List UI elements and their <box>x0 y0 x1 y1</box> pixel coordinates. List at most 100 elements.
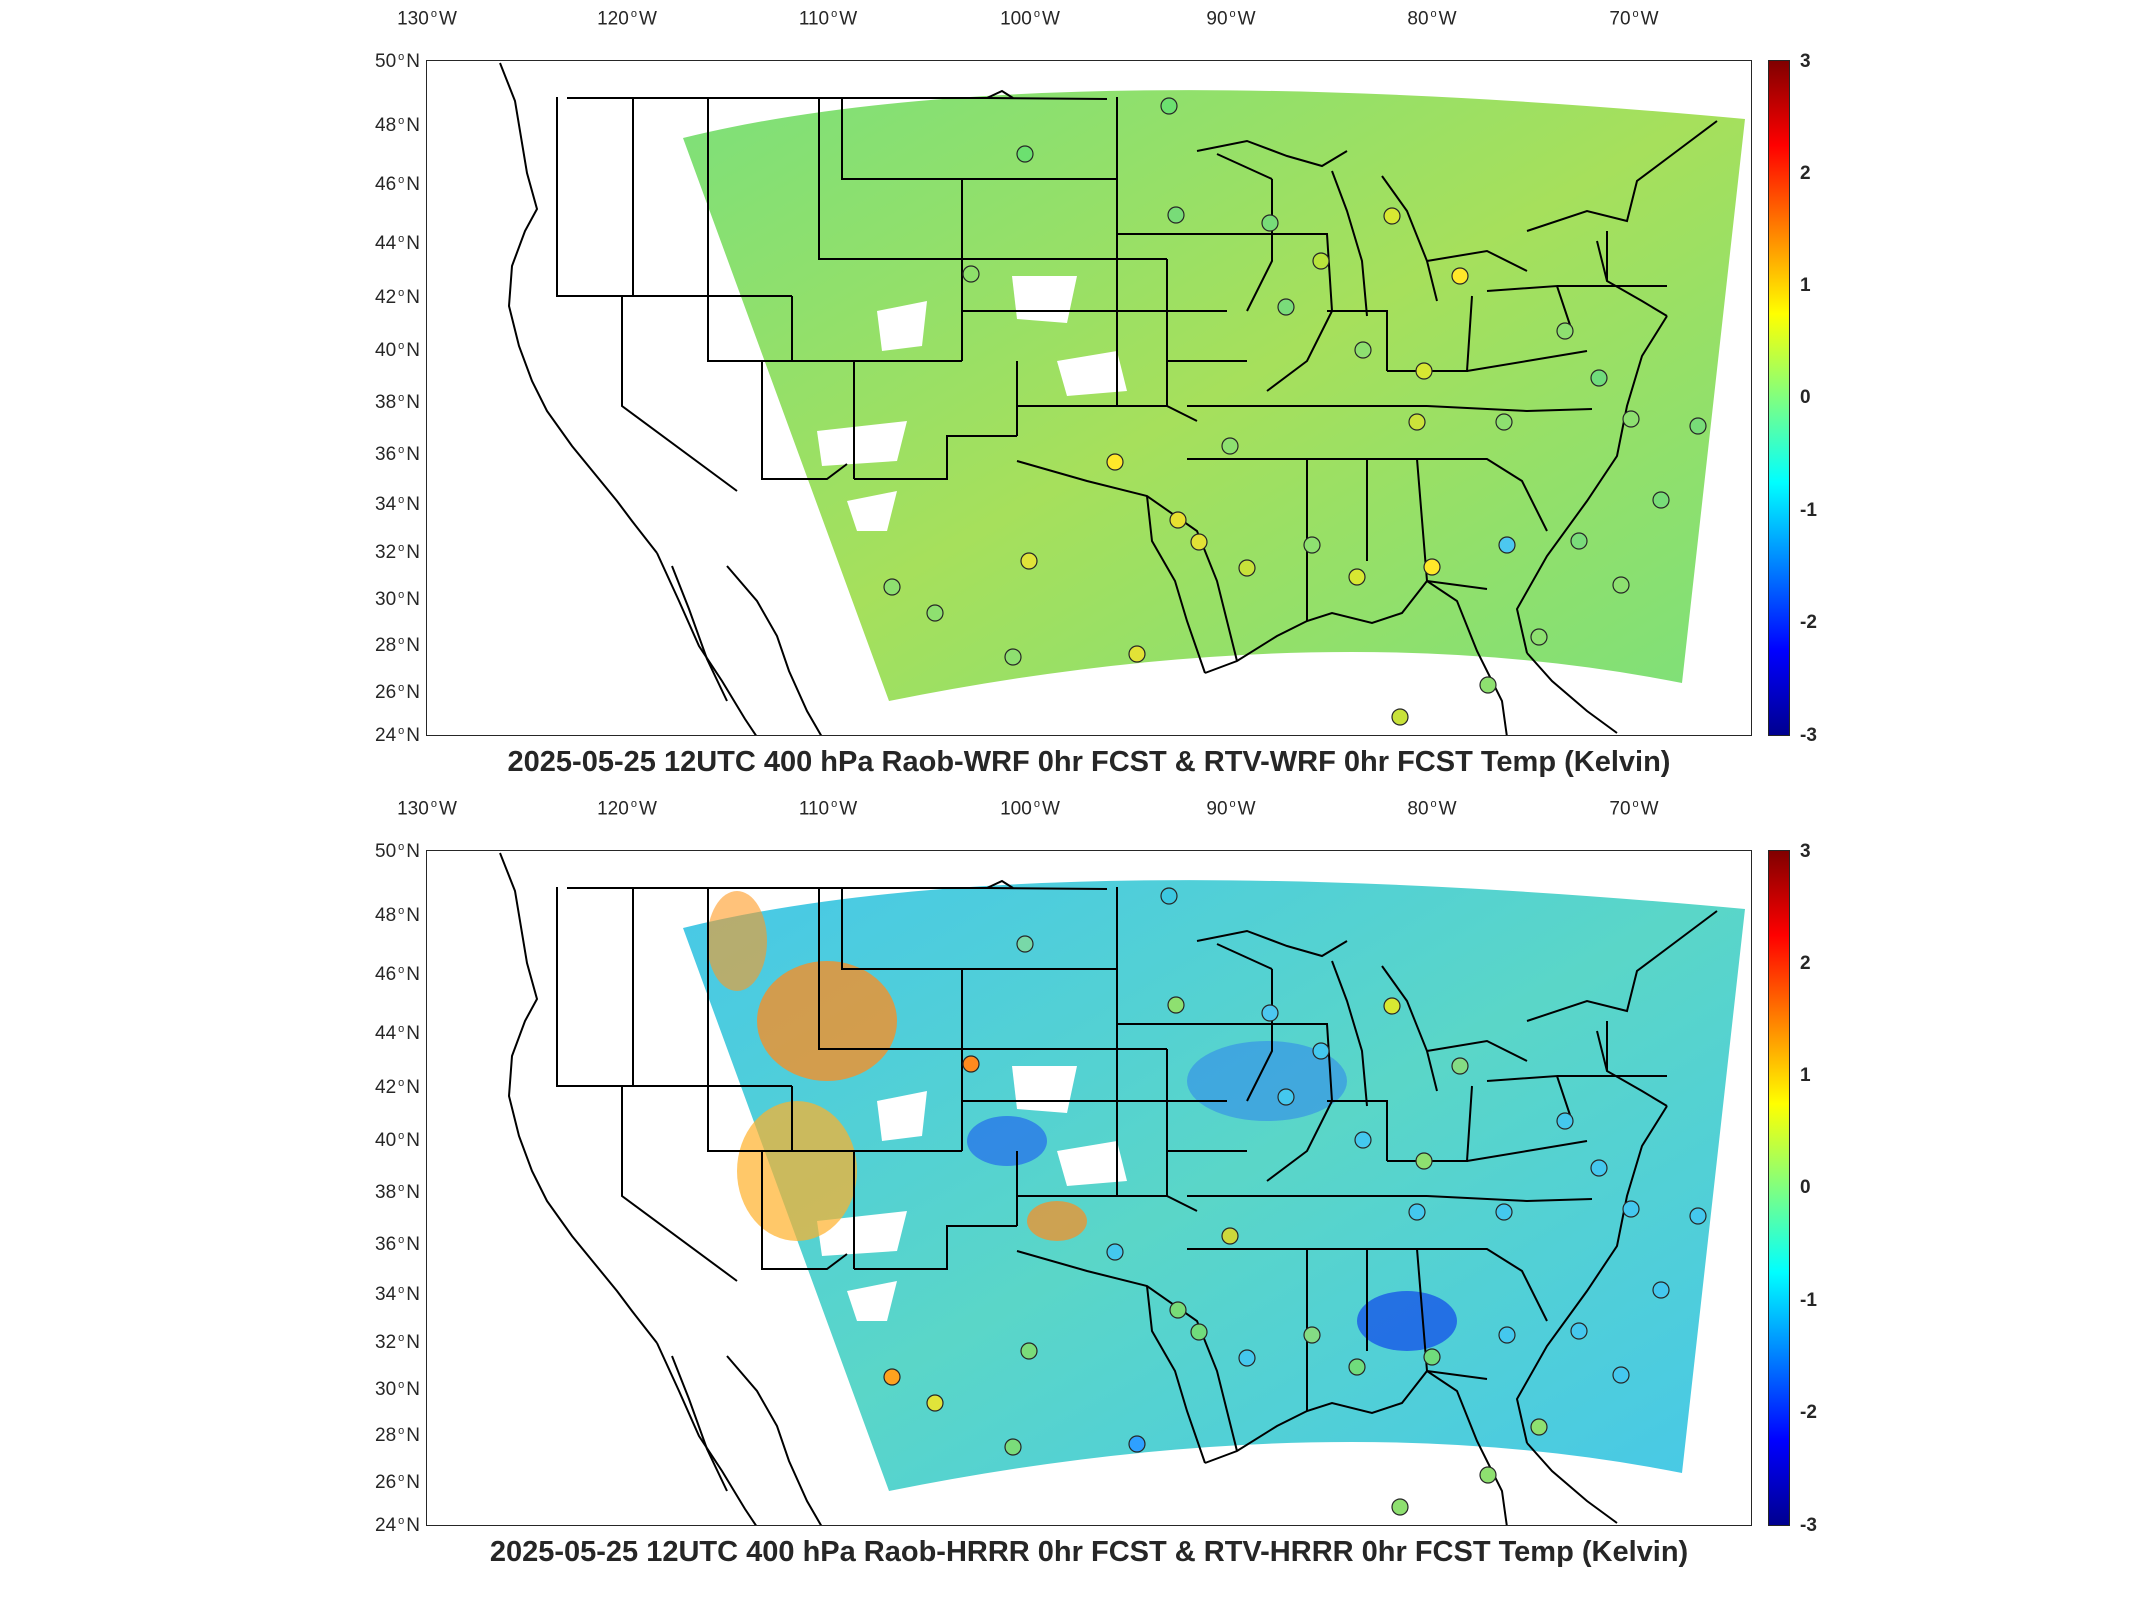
raob-station-marker <box>1169 511 1187 529</box>
missing-data-patch <box>847 1281 897 1321</box>
warm-anomaly-region <box>707 891 767 991</box>
longitude-tick-label: 90 o W <box>1206 798 1256 820</box>
geographic-boundary-line <box>1327 1100 1388 1161</box>
raob-station-marker <box>1479 1466 1497 1484</box>
geographic-boundary-line <box>1596 240 1668 317</box>
raob-station-marker <box>1261 214 1279 232</box>
latitude-tick-label: 26 o N <box>375 681 420 704</box>
latitude-tick-label: 44 o N <box>375 1022 420 1045</box>
latitude-tick-label: 36 o N <box>375 443 420 466</box>
colorbar-tick-label: 1 <box>1800 1065 1811 1086</box>
missing-data-patch <box>877 301 927 351</box>
raob-station-marker <box>926 1394 944 1412</box>
latitude-tick-label: 32 o N <box>375 1331 420 1354</box>
latitude-tick-label: 36 o N <box>375 1233 420 1256</box>
raob-station-marker <box>1479 676 1497 694</box>
latitude-tick-label: 28 o N <box>375 634 420 657</box>
geographic-boundary-line <box>986 879 1014 889</box>
geographic-boundary-line <box>1426 405 1593 413</box>
raob-station-marker <box>1004 648 1022 666</box>
colorbar <box>1768 850 1790 1526</box>
geographic-boundary-line <box>556 97 792 297</box>
latitude-tick-label: 48 o N <box>375 114 420 137</box>
geographic-boundary-line <box>1515 1105 1668 1444</box>
latitude-tick-label: 48 o N <box>375 904 420 927</box>
geographic-boundary-line <box>841 97 1117 180</box>
latitude-tick-label: 38 o N <box>375 391 420 414</box>
raob-station-marker <box>1498 536 1516 554</box>
geographic-boundary-line <box>1526 1442 1618 1524</box>
geographic-boundary-line <box>1426 1195 1593 1203</box>
map-plot-area <box>426 60 1752 736</box>
geographic-boundary-line <box>1426 249 1528 272</box>
raob-station-marker <box>1530 628 1548 646</box>
longitude-tick-label: 100 o W <box>1000 798 1060 820</box>
raob-station-marker <box>1312 1042 1330 1060</box>
raob-station-marker <box>1689 1207 1707 1225</box>
longitude-tick-label: 70 o W <box>1609 8 1659 30</box>
latitude-tick-label: 32 o N <box>375 541 420 564</box>
map-svg <box>499 62 1745 735</box>
geographic-boundary-line <box>1331 170 1368 317</box>
missing-data-patch <box>817 1211 907 1256</box>
raob-station-marker <box>1498 1326 1516 1344</box>
longitude-tick-label: 100 o W <box>1000 8 1060 30</box>
geographic-boundary-line <box>841 887 1117 970</box>
missing-data-patch <box>1012 276 1077 323</box>
geographic-boundary-line <box>1204 1369 1508 1525</box>
raob-station-marker <box>1169 1301 1187 1319</box>
geographic-boundary-line <box>1272 233 1333 312</box>
raob-station-marker <box>1303 1326 1321 1344</box>
geographic-boundary-line <box>499 62 658 554</box>
latitude-tick-label: 46 o N <box>375 173 420 196</box>
raob-station-marker <box>1408 1203 1426 1221</box>
raob-station-marker <box>1383 997 1401 1015</box>
latitude-tick-label: 46 o N <box>375 963 420 986</box>
raob-station-marker <box>1128 1435 1146 1453</box>
geographic-boundary-line <box>1272 1023 1333 1102</box>
colorbar-tick-label: 1 <box>1800 275 1811 296</box>
raob-station-marker <box>1652 1281 1670 1299</box>
raob-station-marker <box>1277 298 1295 316</box>
raob-station-marker <box>1167 996 1185 1014</box>
missing-data-patch <box>1057 351 1127 396</box>
raob-station-marker <box>1190 533 1208 551</box>
map-plot-area <box>426 850 1752 1526</box>
geographic-boundary-line <box>1426 1039 1528 1062</box>
raob-station-marker <box>1020 1342 1038 1360</box>
geographic-boundary-line <box>556 887 792 1087</box>
raob-station-marker <box>1622 410 1640 428</box>
latitude-tick-label: 40 o N <box>375 339 420 362</box>
longitude-tick-label: 130 o W <box>397 8 457 30</box>
missing-data-patch <box>1057 1141 1127 1186</box>
geographic-boundary-line <box>1526 910 1718 1022</box>
panel-title: 2025-05-25 12UTC 400 hPa Raob-WRF 0hr FC… <box>507 746 1671 778</box>
geographic-boundary-line <box>986 89 1014 99</box>
colorbar-tick-label: 0 <box>1800 1177 1811 1198</box>
geographic-boundary-line <box>1266 1100 1333 1182</box>
panel-title: 2025-05-25 12UTC 400 hPa Raob-HRRR 0hr F… <box>489 1536 1689 1568</box>
geographic-boundary-line <box>1266 310 1333 392</box>
longitude-tick-label: 110 o W <box>798 798 858 820</box>
colorbar <box>1768 60 1790 736</box>
geographic-boundary-line <box>1196 929 1348 958</box>
raob-station-marker <box>1590 369 1608 387</box>
raob-station-marker <box>883 1368 901 1386</box>
longitude-tick-label: 80 o W <box>1407 798 1457 820</box>
geographic-boundary-line <box>1331 960 1368 1107</box>
geographic-boundary-line <box>1526 652 1618 734</box>
raob-station-marker <box>1348 1358 1366 1376</box>
latitude-tick-label: 30 o N <box>375 588 420 611</box>
raob-station-marker <box>1303 536 1321 554</box>
data-domain-field <box>683 90 1745 701</box>
colorbar-tick-label: 2 <box>1800 953 1811 974</box>
raob-station-marker <box>1004 1438 1022 1456</box>
geographic-boundary-line <box>621 296 738 492</box>
geographic-boundary-line <box>726 565 823 735</box>
raob-station-marker <box>1689 417 1707 435</box>
geographic-boundary-line <box>1204 579 1508 735</box>
top-map-panel: 130 o W 120 o W 110 o W 100 o W 90 o W 80 o W 70 o W 50 o N 48 o… <box>0 0 2133 790</box>
raob-station-marker <box>1016 935 1034 953</box>
map-svg <box>499 852 1745 1525</box>
raob-station-marker <box>1383 207 1401 225</box>
